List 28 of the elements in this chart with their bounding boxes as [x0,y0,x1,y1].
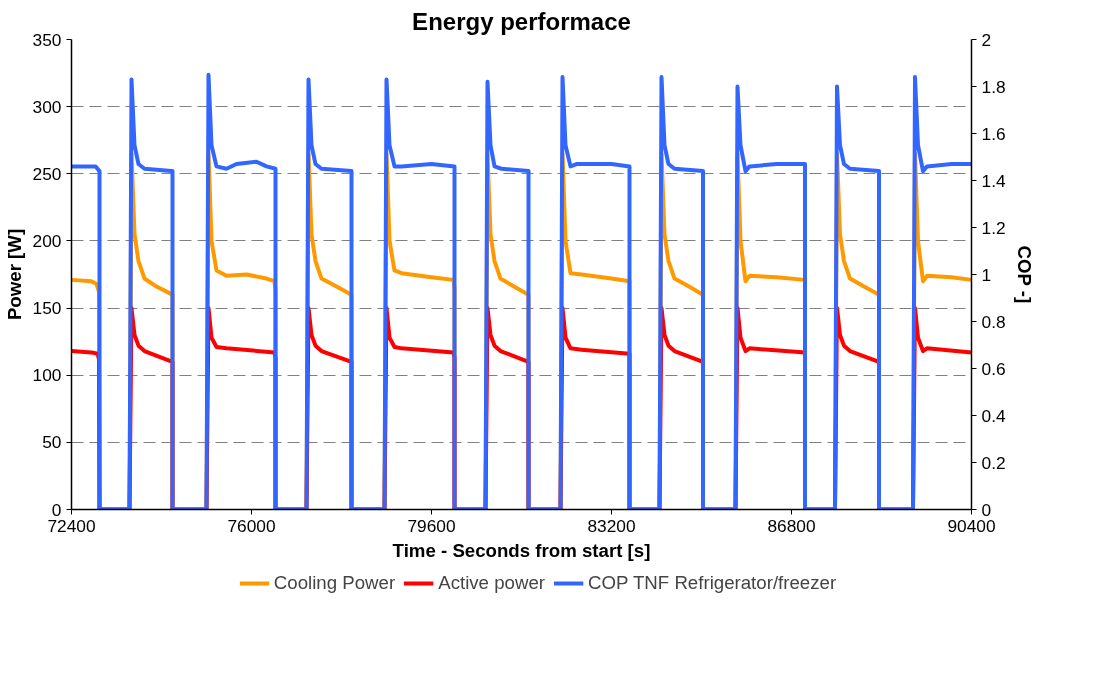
y-tick-label: 350 [32,29,62,50]
y2-tick-label: 1 [981,264,992,285]
legend-label: Active power [438,572,546,594]
y2-tick-label: 0.8 [981,311,1006,332]
y-tick-label: 200 [32,230,62,251]
y2-tick-label: 2 [981,29,992,50]
y2-tick-label: 0.2 [981,452,1006,473]
y2-tick-label: 1.6 [981,123,1006,144]
y-axis-title: Power [W] [3,228,25,321]
y2-tick-label: 0.4 [981,405,1006,426]
x-axis-title: Time - Seconds from start [s] [392,539,651,561]
x-tick-label: 83200 [587,515,636,536]
legend-label: COP TNF Refrigerator/freezer [588,572,837,594]
y2-tick-label: 1.8 [981,76,1006,97]
x-tick-label: 79600 [407,515,456,536]
x-tick-label: 86800 [767,515,816,536]
y2-axis-title: COP -] [1013,245,1035,304]
chart-title: Energy performace [412,7,631,35]
y-tick-label: 100 [32,365,62,386]
y-tick-label: 300 [32,96,62,117]
y2-tick-label: 0.6 [981,358,1006,379]
y2-tick-label: 1.2 [981,217,1006,238]
y-tick-label: 150 [32,298,62,319]
legend-label: Cooling Power [273,572,396,594]
y2-tick-label: 1.4 [981,170,1006,191]
y-tick-label: 250 [32,163,62,184]
y-tick-label: 50 [42,432,62,453]
x-tick-label: 76000 [227,515,276,536]
